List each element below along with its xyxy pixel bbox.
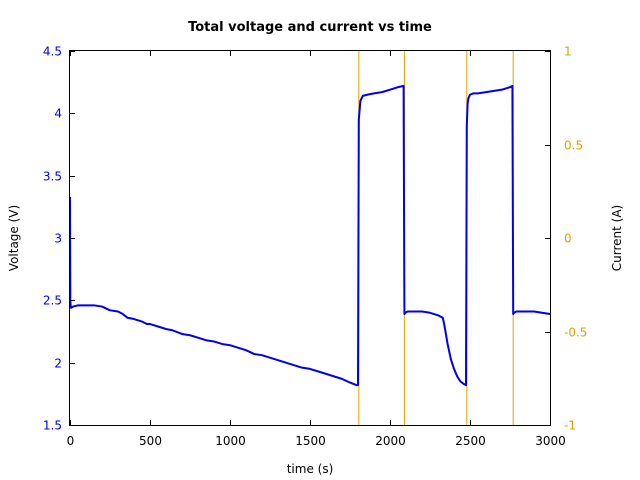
voltage-series-line: [69, 84, 551, 387]
x-tick-label: 2000: [375, 434, 406, 448]
x-tick-label: 2500: [455, 434, 486, 448]
x-axis: 0 500 1000 1500 2000 2500 3000: [67, 51, 566, 448]
x-tick-label: 500: [139, 434, 162, 448]
y2-tick-label: -1: [564, 419, 576, 433]
y2-tick-label: -0.5: [564, 326, 587, 340]
y-axis-right-label: Current (A): [610, 205, 624, 271]
y2-tick-label: 0.5: [564, 139, 583, 153]
chart-title: Total voltage and current vs time: [188, 20, 432, 35]
y-tick-label: 2: [54, 357, 62, 371]
y-tick-label: 4.5: [43, 45, 62, 59]
y-tick-label: 3.5: [43, 170, 62, 184]
x-tick-label: 0: [67, 434, 75, 448]
current-series: [358, 51, 514, 425]
x-tick-label: 1500: [295, 434, 326, 448]
y-axis-left-label: Voltage (V): [7, 205, 21, 271]
y-tick-label: 1.5: [43, 419, 62, 433]
x-axis-label: time (s): [287, 462, 334, 476]
y-tick-label: 3: [54, 232, 62, 246]
y2-tick-label: 0: [564, 232, 572, 246]
y2-tick-label: 1: [564, 45, 572, 59]
y-tick-label: 2.5: [43, 294, 62, 308]
y-axis-left: 1.5 2 2.5 3 3.5 4 4.5: [43, 45, 75, 433]
plot-frame: [69, 50, 551, 426]
x-tick-label: 1000: [215, 434, 246, 448]
y-tick-label: 4: [54, 107, 62, 121]
y-axis-right: -1 -0.5 0 0.5 1: [545, 45, 587, 433]
x-tick-label: 3000: [535, 434, 566, 448]
